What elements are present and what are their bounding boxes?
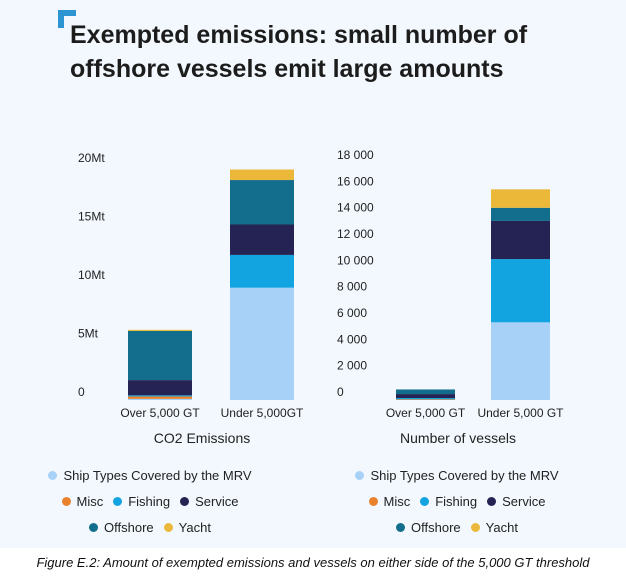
- legend-item: Misc: [61, 493, 104, 509]
- y-tick-label: 8 000: [337, 280, 367, 294]
- legend-item: Misc: [368, 493, 411, 509]
- legend-label: Service: [195, 493, 239, 509]
- bar-segment: [128, 398, 192, 400]
- bar-segment: [230, 169, 294, 181]
- legend-item: Offshore: [396, 520, 461, 535]
- legend-label: Service: [502, 493, 546, 509]
- legend-swatch-icon: [470, 522, 480, 532]
- bar-segment: [230, 254, 294, 288]
- legend-swatch-icon: [61, 496, 71, 506]
- title-line-2: offshore vessels emit large amounts: [70, 55, 504, 83]
- bar-segment: [396, 389, 455, 395]
- bar-segment: [128, 380, 192, 396]
- co2-emissions-chart: 0 5Mt 10Mt 15Mt 20Mt Over 5,000 GT Under 5,000…: [78, 151, 304, 446]
- bar-segment: [396, 399, 455, 400]
- legend-item: Ship Types Covered by the MRV: [48, 467, 252, 483]
- co2-emissions-legend: Ship Types Covered by the MRV Misc Fishing…: [0, 462, 300, 540]
- legend-label: Offshore: [411, 519, 461, 535]
- legend-label: Misc: [76, 493, 104, 509]
- y-tick-label: 4 000: [337, 332, 367, 346]
- x-category-label: Under 5,000 GT: [477, 406, 564, 420]
- y-tick-label: 2 000: [337, 359, 367, 373]
- y-tick-label: 18 000: [337, 148, 374, 162]
- legend-item: Fishing: [420, 494, 477, 509]
- bar-segment: [491, 259, 550, 323]
- bar-segment: [128, 330, 192, 381]
- legend-row: Offshore Yacht: [307, 514, 607, 540]
- y-tick-label: 10Mt: [78, 268, 105, 282]
- legend-swatch-icon: [487, 496, 497, 506]
- legend-item: Yacht: [163, 519, 211, 535]
- x-category-label: Under 5,000GT: [221, 406, 304, 420]
- y-tick-label: 5Mt: [78, 327, 99, 341]
- y-tick-label: 12 000: [337, 227, 374, 241]
- y-tick-label: 20Mt: [78, 151, 105, 165]
- legend-item: Yacht: [470, 519, 518, 535]
- legend-label: Misc: [383, 493, 411, 509]
- bar-segment: [491, 220, 550, 260]
- bar-segment: [396, 398, 455, 400]
- y-tick-label: 0: [337, 385, 344, 399]
- legend-swatch-icon: [180, 496, 190, 506]
- figure-caption: Figure E.2: Amount of exempted emissions…: [36, 555, 590, 570]
- bar-segment: [128, 329, 192, 331]
- legend-row: Ship Types Covered by the MRV: [307, 462, 607, 488]
- x-category-label: Over 5,000 GT: [386, 406, 466, 420]
- bar-segment: [396, 394, 455, 399]
- bar-segment: [230, 287, 294, 400]
- title-line-1: Exempted emissions: small number of: [70, 21, 528, 49]
- x-axis-title: CO2 Emissions: [154, 430, 250, 446]
- legend-row: Misc Fishing Service: [307, 488, 607, 514]
- legend-row: Ship Types Covered by the MRV: [0, 462, 300, 488]
- legend-swatch-icon: [368, 496, 378, 506]
- vessel-count-legend: Ship Types Covered by the MRV Misc Fishing…: [307, 462, 607, 540]
- legend-label: Fishing: [435, 493, 478, 509]
- y-tick-label: 6 000: [337, 306, 367, 320]
- y-tick-label: 15Mt: [78, 210, 105, 224]
- bar-segment: [491, 189, 550, 208]
- legend-swatch-icon: [48, 470, 58, 480]
- bar-segment: [230, 224, 294, 255]
- legend-swatch-icon: [420, 496, 430, 506]
- legend-label: Yacht: [178, 519, 211, 535]
- y-tick-label: 10 000: [337, 253, 374, 267]
- bar-segment: [491, 207, 550, 221]
- charts-canvas: 0 5Mt 10Mt 15Mt 20Mt Over 5,000 GT Under 5,000…: [78, 148, 564, 446]
- legend-swatch-icon: [396, 522, 406, 532]
- bar-segment: [128, 395, 192, 397]
- legend-item: Service: [180, 493, 239, 509]
- legend-label: Offshore: [104, 519, 154, 535]
- legend-label: Ship Types Covered by the MRV: [370, 467, 559, 483]
- legend-label: Ship Types Covered by the MRV: [63, 467, 252, 483]
- bar-segment: [230, 180, 294, 225]
- bar-segment: [491, 322, 550, 400]
- legend-item: Ship Types Covered by the MRV: [355, 467, 559, 483]
- legend-swatch-icon: [163, 522, 173, 532]
- legend-label: Yacht: [485, 519, 518, 535]
- vessel-count-chart: 0 2 000 4 000 6 000 8 000 10 000 12 000 14 000 1…: [337, 148, 564, 446]
- figure-title: Exempted emissions: small number of offs…: [70, 18, 590, 86]
- x-category-label: Over 5,000 GT: [120, 406, 200, 420]
- legend-item: Fishing: [113, 494, 170, 509]
- y-tick-label: 0: [78, 385, 85, 399]
- legend-row: Offshore Yacht: [0, 514, 300, 540]
- y-tick-label: 16 000: [337, 174, 374, 188]
- legend-swatch-icon: [113, 496, 123, 506]
- legend-item: Service: [487, 493, 546, 509]
- y-tick-label: 14 000: [337, 201, 374, 215]
- legend-item: Offshore: [89, 520, 154, 535]
- bar-segment: [128, 396, 192, 399]
- title-accent-bracket: [58, 10, 76, 28]
- legend-swatch-icon: [355, 470, 365, 480]
- x-axis-title: Number of vessels: [400, 430, 516, 446]
- legend-row: Misc Fishing Service: [0, 488, 300, 514]
- legend-swatch-icon: [89, 522, 99, 532]
- legend-label: Fishing: [128, 493, 171, 509]
